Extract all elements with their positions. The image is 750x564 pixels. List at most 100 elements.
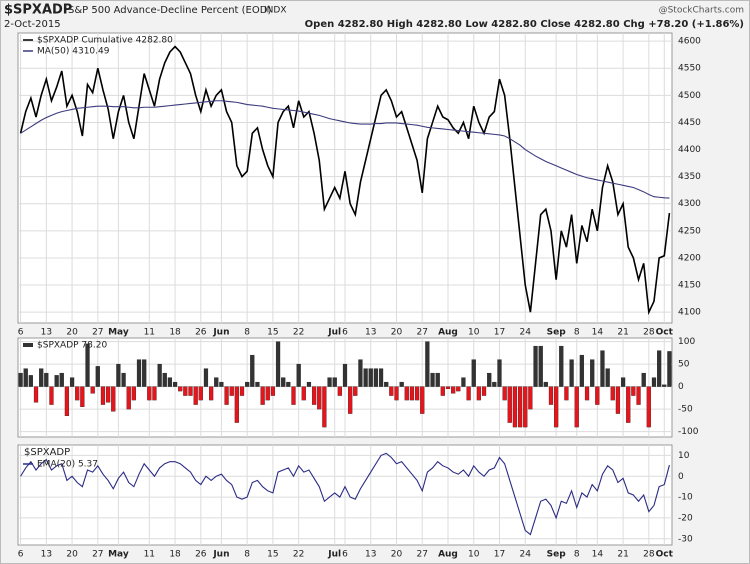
bar xyxy=(641,372,646,387)
bar xyxy=(435,372,440,387)
bar xyxy=(49,386,54,405)
bar xyxy=(111,386,116,412)
bar xyxy=(579,354,584,387)
x-tick-label: 13 xyxy=(41,328,52,338)
bar xyxy=(106,386,111,403)
bar xyxy=(239,386,245,396)
bar xyxy=(214,377,219,387)
bar xyxy=(646,386,651,428)
y-tick-label: 4400 xyxy=(678,145,701,155)
panel-label: $SPXADP xyxy=(24,447,70,458)
x-tick-label: 28 xyxy=(643,328,655,338)
bar xyxy=(18,372,23,387)
bar xyxy=(523,386,528,428)
bar xyxy=(75,386,80,401)
x-tick-label: 18 xyxy=(169,328,181,338)
bar xyxy=(234,386,239,423)
bar xyxy=(394,386,399,401)
x-tick-label: Jun xyxy=(212,550,229,560)
bar xyxy=(662,384,667,387)
index-name: S&P 500 Advance-Decline Percent (EOD) xyxy=(68,5,271,16)
x-tick-label: Aug xyxy=(438,328,458,338)
series-line xyxy=(20,100,670,199)
bar xyxy=(209,386,214,401)
bar xyxy=(286,381,291,387)
bar xyxy=(425,341,430,387)
bar xyxy=(430,372,435,387)
bar xyxy=(131,386,136,401)
y-tick-label: -20 xyxy=(678,513,693,523)
bar xyxy=(183,386,188,396)
bar xyxy=(23,368,28,387)
exchange: INDX xyxy=(264,6,286,16)
bar xyxy=(250,354,255,387)
bar xyxy=(651,377,657,387)
x-tick-label: 20 xyxy=(391,550,403,560)
bar xyxy=(296,363,301,387)
x-tick-label: Jul xyxy=(327,550,341,560)
bar xyxy=(317,386,322,410)
bar xyxy=(301,386,306,401)
bar xyxy=(54,375,59,387)
x-tick-label: 26 xyxy=(195,328,207,338)
bar xyxy=(157,363,162,387)
bar xyxy=(64,386,70,417)
bar xyxy=(136,359,142,387)
bar xyxy=(126,386,131,410)
y-tick-label: -50 xyxy=(678,405,693,415)
x-tick-label: 10 xyxy=(468,328,480,338)
bar xyxy=(543,381,548,387)
x-tick-label: 17 xyxy=(494,328,505,338)
bar xyxy=(342,363,348,387)
x-tick-label: 27 xyxy=(92,550,103,560)
bar xyxy=(332,377,337,387)
x-tick-label: 13 xyxy=(365,550,376,560)
x-tick-label: May xyxy=(108,328,129,338)
y-tick-label: -100 xyxy=(678,427,699,437)
x-tick-label: 6 xyxy=(18,328,24,338)
bar xyxy=(559,345,564,387)
bar xyxy=(353,386,358,396)
bar xyxy=(368,368,373,387)
bar xyxy=(631,386,636,396)
y-tick-label: 4100 xyxy=(678,308,701,318)
symbol: $SPXADP xyxy=(4,3,72,18)
x-tick-label: 20 xyxy=(66,328,78,338)
bar xyxy=(337,386,342,396)
y-tick-label: 0 xyxy=(678,472,684,482)
bar xyxy=(667,351,672,387)
x-tick-label: 6 xyxy=(18,550,24,560)
x-tick-label: 20 xyxy=(391,328,403,338)
bar xyxy=(399,381,404,387)
bar xyxy=(178,386,183,392)
x-tick-label: 28 xyxy=(643,550,655,560)
bar xyxy=(80,386,85,408)
legend-label: EMA(20) 5.37 xyxy=(37,460,98,470)
y-tick-label: -10 xyxy=(678,493,693,503)
quote: Open 4282.80 High 4282.80 Low 4282.80 Cl… xyxy=(305,19,744,30)
bar xyxy=(152,386,157,401)
bar xyxy=(512,386,518,428)
bar xyxy=(517,386,523,428)
x-tick-label: 11 xyxy=(144,328,155,338)
bar xyxy=(605,368,610,387)
bar xyxy=(224,386,229,405)
bar xyxy=(466,386,471,401)
bar xyxy=(610,386,615,401)
y-tick-label: 0 xyxy=(678,382,684,392)
bar xyxy=(502,386,507,401)
bar xyxy=(39,368,44,387)
bar xyxy=(59,372,64,387)
bar xyxy=(116,363,121,387)
bar xyxy=(322,386,327,428)
bar xyxy=(363,368,368,387)
bar xyxy=(373,368,379,387)
bar xyxy=(461,377,466,387)
bar xyxy=(33,386,39,403)
bar xyxy=(554,386,559,428)
bar xyxy=(440,386,445,396)
bar xyxy=(311,386,317,405)
x-tick-label: 27 xyxy=(92,328,103,338)
bar xyxy=(44,372,49,387)
